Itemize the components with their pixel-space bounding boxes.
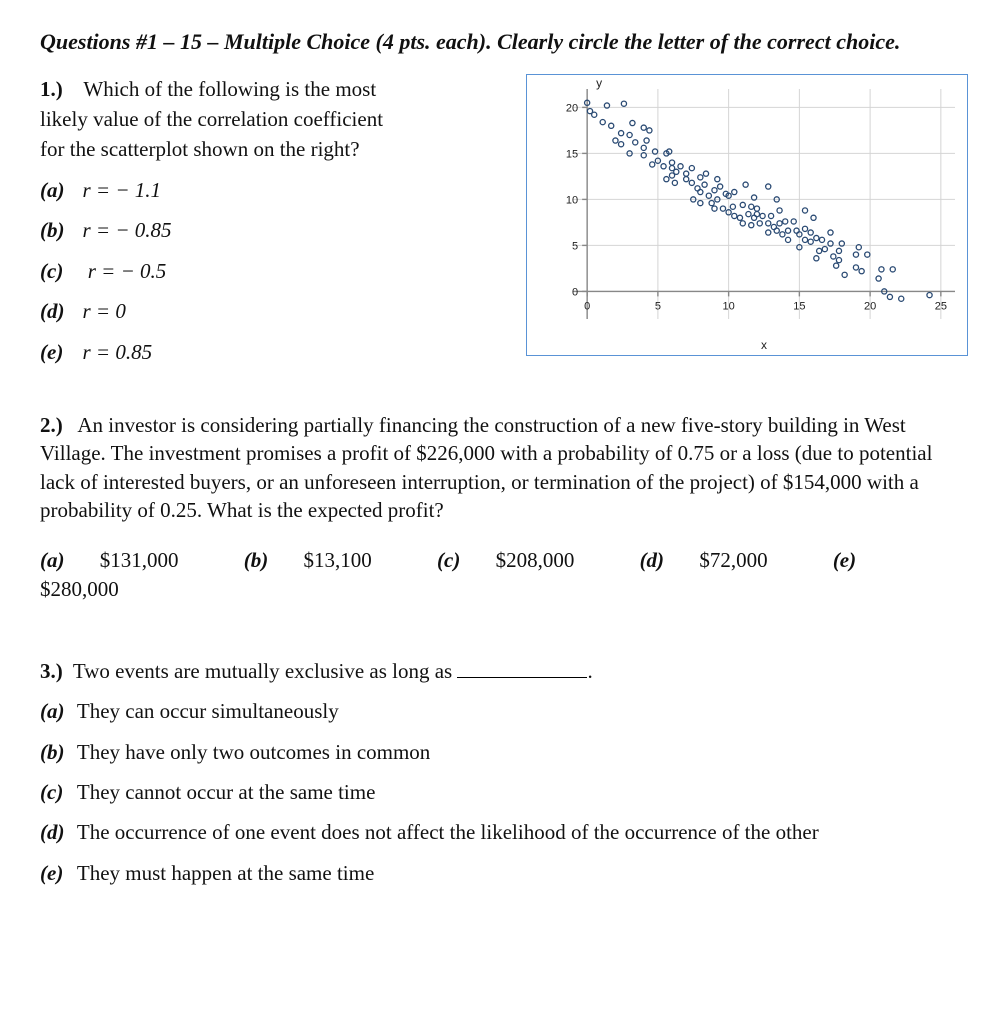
q3-stem-suffix: . [587, 659, 592, 683]
svg-text:y: y [596, 76, 602, 90]
svg-text:10: 10 [566, 194, 578, 206]
question-2: 2.) An investor is considering partially… [40, 411, 968, 603]
q3-choice-d[interactable]: (d) The occurrence of one event does not… [40, 818, 968, 846]
q1-choice-c[interactable]: (c) r = − 0.5 [40, 256, 516, 286]
q3-choice-c-text: They cannot occur at the same time [77, 780, 376, 804]
q3-choice-c[interactable]: (c) They cannot occur at the same time [40, 778, 968, 806]
scatterplot: 0 5 10 15 20 25 0 5 10 15 20 x y [526, 74, 968, 356]
q2-choice-a-text: $131,000 [100, 548, 179, 572]
q3-choice-d-text: The occurrence of one event does not aff… [77, 820, 819, 844]
question-3: 3.) Two events are mutually exclusive as… [40, 657, 968, 887]
q1-choice-d-text: r = 0 [83, 299, 126, 323]
question-1: 1.) Which of the following is the most l… [40, 74, 968, 378]
svg-text:0: 0 [572, 286, 578, 298]
q1-choice-e[interactable]: (e) r = 0.85 [40, 337, 516, 367]
q1-choice-e-text: r = 0.85 [83, 340, 153, 364]
q2-choice-d[interactable]: (d) $72,000 [640, 548, 798, 572]
svg-text:5: 5 [572, 240, 578, 252]
q2-stem: An investor is considering partially fin… [40, 413, 932, 522]
q1-stem-line1: Which of the following is the most [83, 77, 376, 101]
blank-line [457, 677, 587, 678]
q1-choice-b-text: r = − 0.85 [83, 218, 172, 242]
q3-choice-a[interactable]: (a) They can occur simultaneously [40, 697, 968, 725]
svg-text:0: 0 [584, 300, 590, 312]
q1-choices: (a) r = − 1.1 (b) r = − 0.85 (c) r = − 0… [40, 175, 516, 367]
q3-choice-a-text: They can occur simultaneously [77, 699, 339, 723]
q2-choice-b[interactable]: (b) $13,100 [244, 548, 402, 572]
svg-text:20: 20 [864, 300, 876, 312]
question-1-text: 1.) Which of the following is the most l… [40, 74, 516, 378]
q1-choice-b[interactable]: (b) r = − 0.85 [40, 215, 516, 245]
svg-text:5: 5 [655, 300, 661, 312]
svg-text:x: x [761, 338, 767, 352]
q3-stem-prefix: Two events are mutually exclusive as lon… [73, 659, 458, 683]
q1-number: 1.) [40, 77, 63, 101]
svg-text:25: 25 [935, 300, 947, 312]
q3-choices: (a) They can occur simultaneously (b) Th… [40, 697, 968, 887]
q3-number: 3.) [40, 659, 63, 683]
svg-text:15: 15 [566, 148, 578, 160]
q2-choice-c-text: $208,000 [496, 548, 575, 572]
q2-choices: (a) $131,000 (b) $13,100 (c) $208,000 (d… [40, 546, 968, 603]
section-header: Questions #1 – 15 – Multiple Choice (4 p… [40, 28, 968, 56]
q3-choice-e[interactable]: (e) They must happen at the same time [40, 859, 968, 887]
svg-text:10: 10 [723, 300, 735, 312]
svg-text:20: 20 [566, 102, 578, 114]
q2-choice-d-text: $72,000 [699, 548, 767, 572]
q1-stem-line3: for the scatterplot shown on the right? [40, 134, 516, 164]
q3-choice-b-text: They have only two outcomes in common [77, 740, 430, 764]
q1-choice-d[interactable]: (d) r = 0 [40, 296, 516, 326]
q3-choice-b[interactable]: (b) They have only two outcomes in commo… [40, 738, 968, 766]
q2-choice-c[interactable]: (c) $208,000 [437, 548, 604, 572]
q2-choice-e-text: $280,000 [40, 577, 119, 601]
svg-text:15: 15 [793, 300, 805, 312]
q2-choice-b-text: $13,100 [304, 548, 372, 572]
q1-stem-line2: likely value of the correlation coeffici… [40, 104, 516, 134]
q1-choice-a[interactable]: (a) r = − 1.1 [40, 175, 516, 205]
q2-number: 2.) [40, 413, 63, 437]
q1-choice-a-text: r = − 1.1 [83, 178, 162, 202]
q1-choice-c-text: r = − 0.5 [88, 259, 167, 283]
q2-choice-a[interactable]: (a) $131,000 [40, 548, 209, 572]
q3-choice-e-text: They must happen at the same time [77, 861, 374, 885]
